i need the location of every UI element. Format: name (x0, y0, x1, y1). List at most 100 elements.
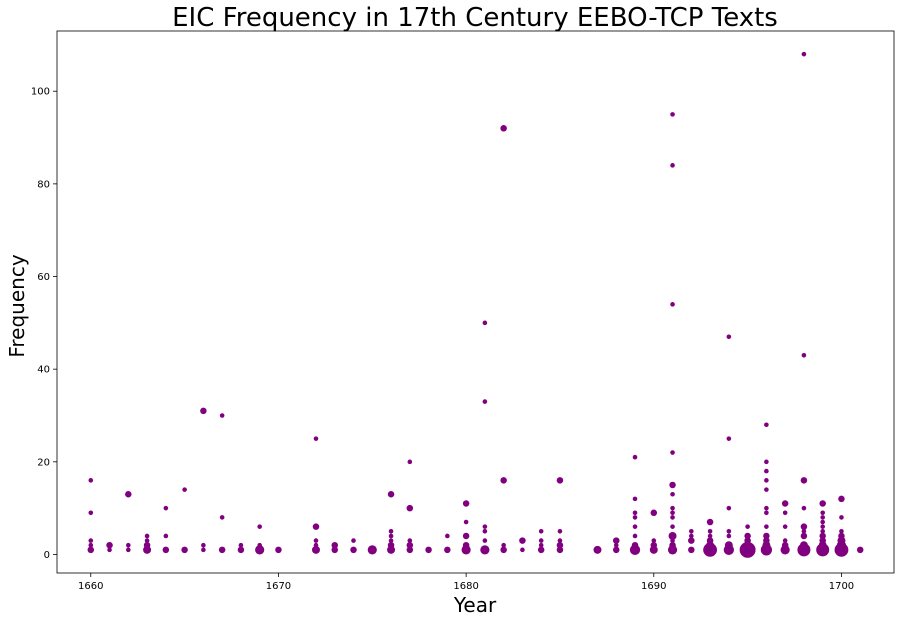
data-point (500, 477, 507, 484)
data-point (313, 436, 319, 441)
data-point (463, 519, 469, 525)
data-point (632, 510, 638, 516)
data-point (632, 454, 638, 460)
data-point (462, 532, 470, 540)
y-tick-label: 20 (37, 457, 50, 468)
data-point (461, 545, 471, 555)
data-point (800, 523, 808, 530)
data-point (782, 524, 788, 529)
data-point (331, 541, 338, 549)
data-point (781, 500, 789, 507)
data-point (144, 533, 150, 539)
data-point (820, 519, 825, 525)
data-point (88, 538, 94, 543)
data-point (764, 422, 769, 428)
x-tick-label: 1680 (453, 581, 478, 592)
data-point (218, 546, 226, 554)
data-point (707, 533, 713, 539)
data-point (406, 504, 414, 512)
data-point (162, 546, 170, 554)
y-tick-label: 60 (37, 272, 50, 283)
data-point (819, 500, 826, 507)
data-point (126, 547, 131, 553)
data-point (688, 546, 695, 554)
data-point (556, 546, 564, 554)
data-point (688, 537, 695, 544)
data-point (500, 125, 507, 132)
data-point (556, 477, 564, 484)
data-point (839, 515, 844, 520)
data-point (106, 541, 113, 549)
data-point (538, 542, 544, 548)
data-point (726, 334, 732, 340)
data-point (820, 510, 825, 516)
data-point (593, 545, 602, 554)
data-point (651, 538, 657, 543)
data-point (834, 542, 849, 557)
plot-frame (56, 30, 895, 574)
data-point (670, 524, 675, 529)
data-point (350, 546, 357, 554)
data-point (462, 500, 470, 507)
data-point (182, 487, 187, 492)
data-point (649, 545, 658, 554)
data-point (764, 468, 769, 474)
data-point (388, 529, 394, 534)
data-point (764, 459, 769, 465)
data-points (87, 51, 864, 558)
y-tick-label: 80 (37, 179, 50, 190)
chart-title: EIC Frequency in 17th Century EEBO-TCP T… (172, 3, 778, 33)
data-point (163, 533, 169, 539)
data-point (669, 481, 676, 489)
data-point (667, 545, 678, 555)
data-point (88, 478, 94, 483)
data-point (670, 510, 675, 516)
data-point (820, 529, 825, 534)
data-point (88, 542, 94, 548)
data-point (764, 505, 769, 511)
data-point (801, 352, 807, 358)
data-point (520, 547, 525, 553)
data-point (482, 529, 488, 534)
data-point (613, 546, 620, 554)
data-point (726, 505, 732, 511)
data-point (670, 491, 675, 497)
data-point (632, 515, 638, 520)
data-point (763, 532, 770, 540)
data-point (780, 545, 790, 555)
data-point (726, 533, 732, 539)
data-point (88, 510, 94, 516)
data-point (706, 518, 714, 526)
data-point (819, 532, 826, 540)
data-point (312, 523, 320, 530)
data-point (482, 538, 488, 543)
data-point (632, 533, 638, 539)
x-tick-label: 1670 (266, 581, 291, 592)
data-point (482, 320, 488, 326)
data-point (406, 541, 414, 549)
data-point (632, 524, 638, 529)
data-point (163, 505, 169, 511)
data-point (201, 542, 206, 548)
y-tick-label: 0 (44, 550, 50, 561)
data-point (219, 413, 225, 418)
data-point (689, 533, 694, 539)
data-point (87, 546, 95, 554)
data-point (800, 477, 808, 484)
data-point (407, 538, 413, 543)
data-point (838, 495, 845, 503)
data-point (856, 546, 864, 554)
data-point (219, 515, 225, 520)
data-point (801, 529, 807, 534)
data-point (629, 544, 641, 555)
data-point (820, 524, 825, 529)
x-tick-label: 1700 (829, 581, 854, 592)
data-point (406, 546, 414, 554)
data-point (668, 531, 677, 540)
data-point (816, 543, 830, 557)
data-point (238, 542, 244, 548)
data-point (764, 510, 769, 516)
data-point (125, 490, 132, 498)
plot-area (56, 30, 895, 574)
data-point (782, 510, 788, 516)
